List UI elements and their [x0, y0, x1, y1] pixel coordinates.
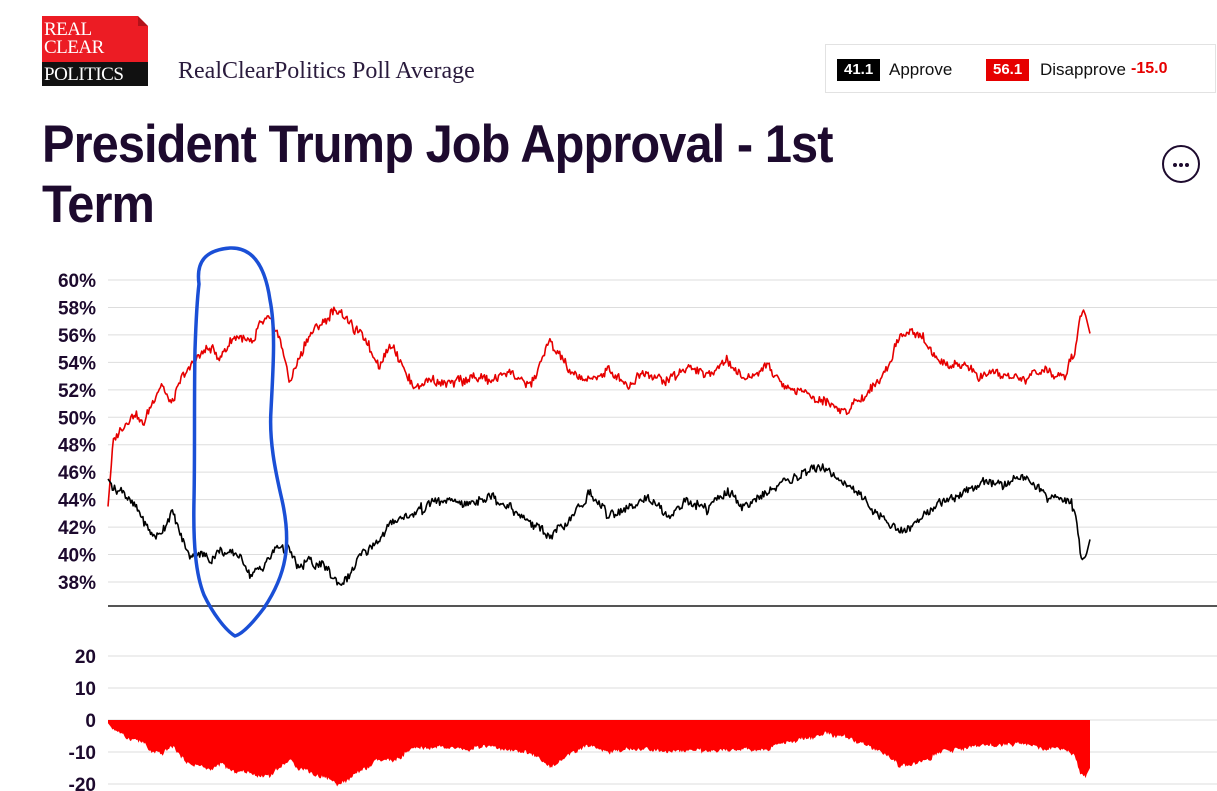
y-tick-label: -20	[69, 775, 96, 791]
spread-series	[108, 720, 1090, 787]
y-tick-label: 40%	[58, 546, 96, 567]
y-tick-label: 48%	[58, 436, 96, 457]
more-options-button[interactable]	[1162, 145, 1200, 183]
poll-average-subtitle: RealClearPolitics Poll Average	[178, 58, 475, 84]
logo-line-3: POLITICS	[42, 62, 148, 86]
y-tick-label: 54%	[58, 353, 96, 374]
y-tick-label: 60%	[58, 271, 96, 292]
logo-fold-corner	[138, 16, 148, 26]
logo-line-2: CLEAR	[44, 37, 104, 58]
logo-line-1: REAL	[44, 19, 92, 40]
spread-value: -15.0	[1131, 60, 1168, 77]
disapprove-line	[107, 306, 1091, 507]
more-horizontal-icon-dot	[1185, 163, 1189, 167]
disapprove-label: Disapprove	[1040, 60, 1126, 79]
y-tick-label: 42%	[58, 518, 96, 539]
y-tick-label: -10	[69, 743, 96, 764]
y-tick-label: 44%	[58, 491, 96, 512]
rcp-logo[interactable]: REAL CLEAR POLITICS	[42, 16, 148, 86]
top-y-ticks: 60% 58% 56% 54% 52% 50% 48% 46% 44% 42% 40% 38%	[58, 271, 96, 594]
y-tick-label: 0	[85, 711, 96, 732]
y-tick-label: 20	[75, 647, 96, 668]
annotation-circle	[192, 246, 289, 638]
top-gridlines	[108, 279, 1217, 583]
y-tick-label: 10	[75, 679, 96, 700]
bottom-y-ticks: 20 10 0 -10 -20	[69, 647, 96, 791]
spread-area	[108, 720, 1090, 787]
page-title: President Trump Job Approval - 1st Term	[42, 115, 834, 234]
approval-series	[107, 306, 1091, 586]
y-tick-label: 58%	[58, 298, 96, 319]
legend-box: 41.1 Approve 56.1 Disapprove -15.0	[825, 44, 1216, 93]
more-horizontal-icon-dot	[1179, 163, 1183, 167]
approve-value-badge: 41.1	[837, 59, 881, 81]
approve-line	[107, 463, 1091, 586]
y-tick-label: 56%	[58, 326, 96, 347]
approve-label: Approve	[889, 60, 953, 79]
y-tick-label: 52%	[58, 381, 96, 402]
y-tick-label: 50%	[58, 408, 96, 429]
disapprove-value-badge: 56.1	[986, 59, 1030, 81]
more-horizontal-icon-dot	[1173, 163, 1177, 167]
y-tick-label: 46%	[58, 463, 96, 484]
y-tick-label: 38%	[58, 573, 96, 594]
